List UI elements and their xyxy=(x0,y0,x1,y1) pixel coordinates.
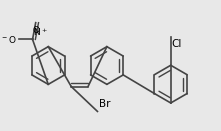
Text: $^-$O: $^-$O xyxy=(0,34,17,45)
Text: Br: Br xyxy=(99,99,111,109)
Text: O: O xyxy=(32,26,39,35)
Text: N$^+$: N$^+$ xyxy=(34,26,48,38)
Text: Cl: Cl xyxy=(172,39,182,49)
